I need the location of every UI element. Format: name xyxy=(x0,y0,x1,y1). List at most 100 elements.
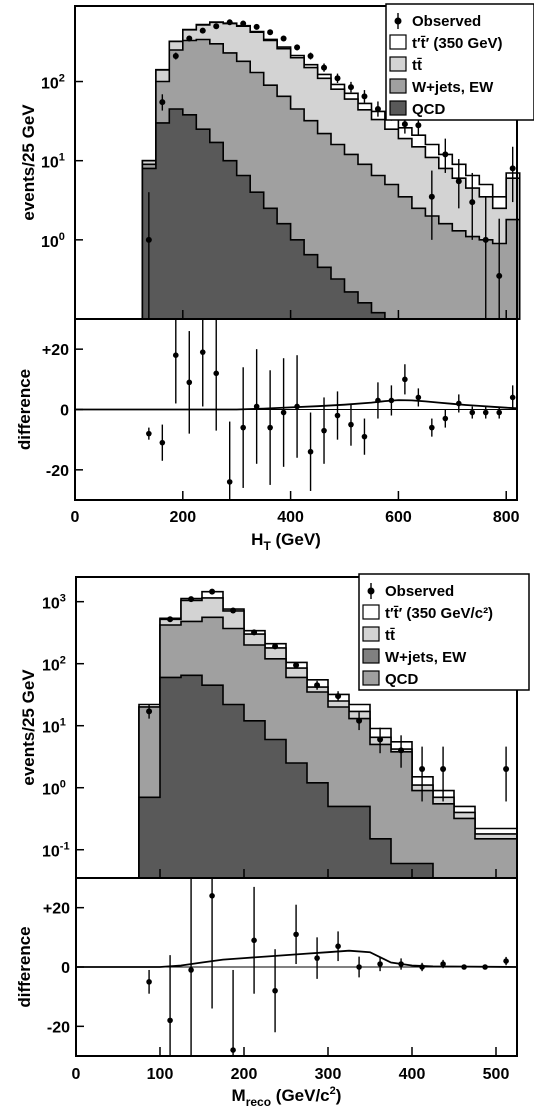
diff-y-tick-label: -20 xyxy=(47,1019,70,1036)
observed-point xyxy=(419,766,426,773)
x-tick-label: 0 xyxy=(71,509,80,526)
y-tick-label: 101 xyxy=(41,152,65,172)
legend-swatch xyxy=(362,670,380,686)
y-tick-label: 102 xyxy=(42,655,66,675)
observed-point xyxy=(199,27,206,34)
difference-point xyxy=(375,397,381,404)
observed-point xyxy=(272,643,279,650)
observed-point xyxy=(377,736,384,743)
legend-box xyxy=(358,573,530,691)
observed-point xyxy=(442,151,449,158)
y-tick-label: 100 xyxy=(42,779,66,799)
difference-point xyxy=(293,931,299,938)
observed-point xyxy=(307,53,314,60)
difference-point xyxy=(356,964,362,970)
observed-point xyxy=(146,708,153,715)
diff-y-axis-title: difference xyxy=(15,926,34,1007)
signal-curve xyxy=(75,399,518,411)
legend-swatch xyxy=(389,100,407,116)
difference-point xyxy=(280,409,287,416)
difference-point xyxy=(335,943,341,950)
observed-point xyxy=(172,53,179,60)
legend-swatch xyxy=(389,56,407,72)
observed-point xyxy=(455,178,462,185)
difference-point xyxy=(230,1047,236,1053)
x-tick-label: 0 xyxy=(72,1066,81,1083)
difference-point xyxy=(503,958,509,964)
y-tick-label: 103 xyxy=(42,593,66,613)
legend-swatch xyxy=(362,604,380,620)
observed-point xyxy=(230,607,237,614)
legend-label: QCD xyxy=(412,101,446,118)
observed-point xyxy=(226,19,233,26)
diff-y-tick-label: +20 xyxy=(42,342,69,359)
legend-label: Observed xyxy=(385,583,454,600)
diff-y-tick-label: -20 xyxy=(46,463,69,480)
difference-point xyxy=(146,979,152,985)
difference-panel-1: +20 0 -20 difference 0 200 400 600 800 HT (GeV) xyxy=(15,318,520,553)
x-tick-label: 400 xyxy=(277,509,304,526)
observed-point xyxy=(335,693,342,700)
legend-swatch xyxy=(389,34,407,50)
observed-point xyxy=(145,236,152,243)
difference-point xyxy=(240,424,246,431)
x-tick-label: 200 xyxy=(169,509,196,526)
observed-point xyxy=(253,23,260,30)
observed-point xyxy=(347,84,354,91)
difference-point xyxy=(398,961,404,967)
observed-point xyxy=(440,766,447,773)
observed-point xyxy=(293,662,300,669)
observed-point xyxy=(469,199,476,206)
difference-point xyxy=(348,421,354,428)
legend-swatch xyxy=(362,626,380,642)
observed-point xyxy=(496,272,503,279)
observed-point xyxy=(159,99,166,106)
difference-point xyxy=(482,964,488,970)
observed-point xyxy=(209,588,216,595)
legend-label: QCD xyxy=(385,671,419,688)
difference-point xyxy=(415,394,422,401)
observed-point xyxy=(188,596,195,603)
difference-point xyxy=(402,376,408,383)
y-tick-label: 10-1 xyxy=(42,841,70,861)
x-tick-label: 600 xyxy=(385,509,412,526)
difference-point xyxy=(209,893,215,899)
x-tick-label: 100 xyxy=(147,1066,174,1083)
diff-y-tick-label: +20 xyxy=(43,901,70,918)
legend-marker-point xyxy=(367,587,375,595)
difference-point xyxy=(267,424,273,431)
legend-swatch xyxy=(389,78,407,94)
hist-qcd xyxy=(138,674,517,879)
difference-point xyxy=(272,987,278,994)
difference-point xyxy=(509,394,516,401)
observed-point xyxy=(213,23,220,30)
difference-point xyxy=(455,400,462,407)
difference-point xyxy=(307,448,314,455)
difference-point xyxy=(167,1017,173,1024)
difference-point xyxy=(146,430,152,437)
observed-point xyxy=(186,35,193,42)
difference-point xyxy=(361,433,368,440)
difference-point xyxy=(388,397,395,404)
difference-point xyxy=(172,352,179,359)
difference-point xyxy=(321,427,327,434)
x-tick-label: 200 xyxy=(231,1066,258,1083)
difference-point xyxy=(188,967,194,973)
observed-point xyxy=(356,717,363,724)
difference-point xyxy=(496,409,503,416)
legend-swatch xyxy=(362,648,380,664)
observed-point xyxy=(428,193,435,200)
difference-point xyxy=(377,961,383,967)
difference-point xyxy=(199,349,206,355)
x-tick-label: 300 xyxy=(315,1066,342,1083)
legend-box xyxy=(385,3,534,121)
difference-point xyxy=(442,415,449,422)
observed-point xyxy=(294,44,301,51)
x-axis-title: Mreco (GeV/c2) xyxy=(232,1085,342,1109)
x-tick-label: 500 xyxy=(483,1066,510,1083)
legend-label: tt̄ xyxy=(385,627,395,644)
legend-label: W+jets, EW xyxy=(385,649,467,666)
y-tick-label: 102 xyxy=(41,73,65,93)
difference-point xyxy=(226,479,233,485)
y-axis-title: events/25 GeV xyxy=(19,104,38,221)
